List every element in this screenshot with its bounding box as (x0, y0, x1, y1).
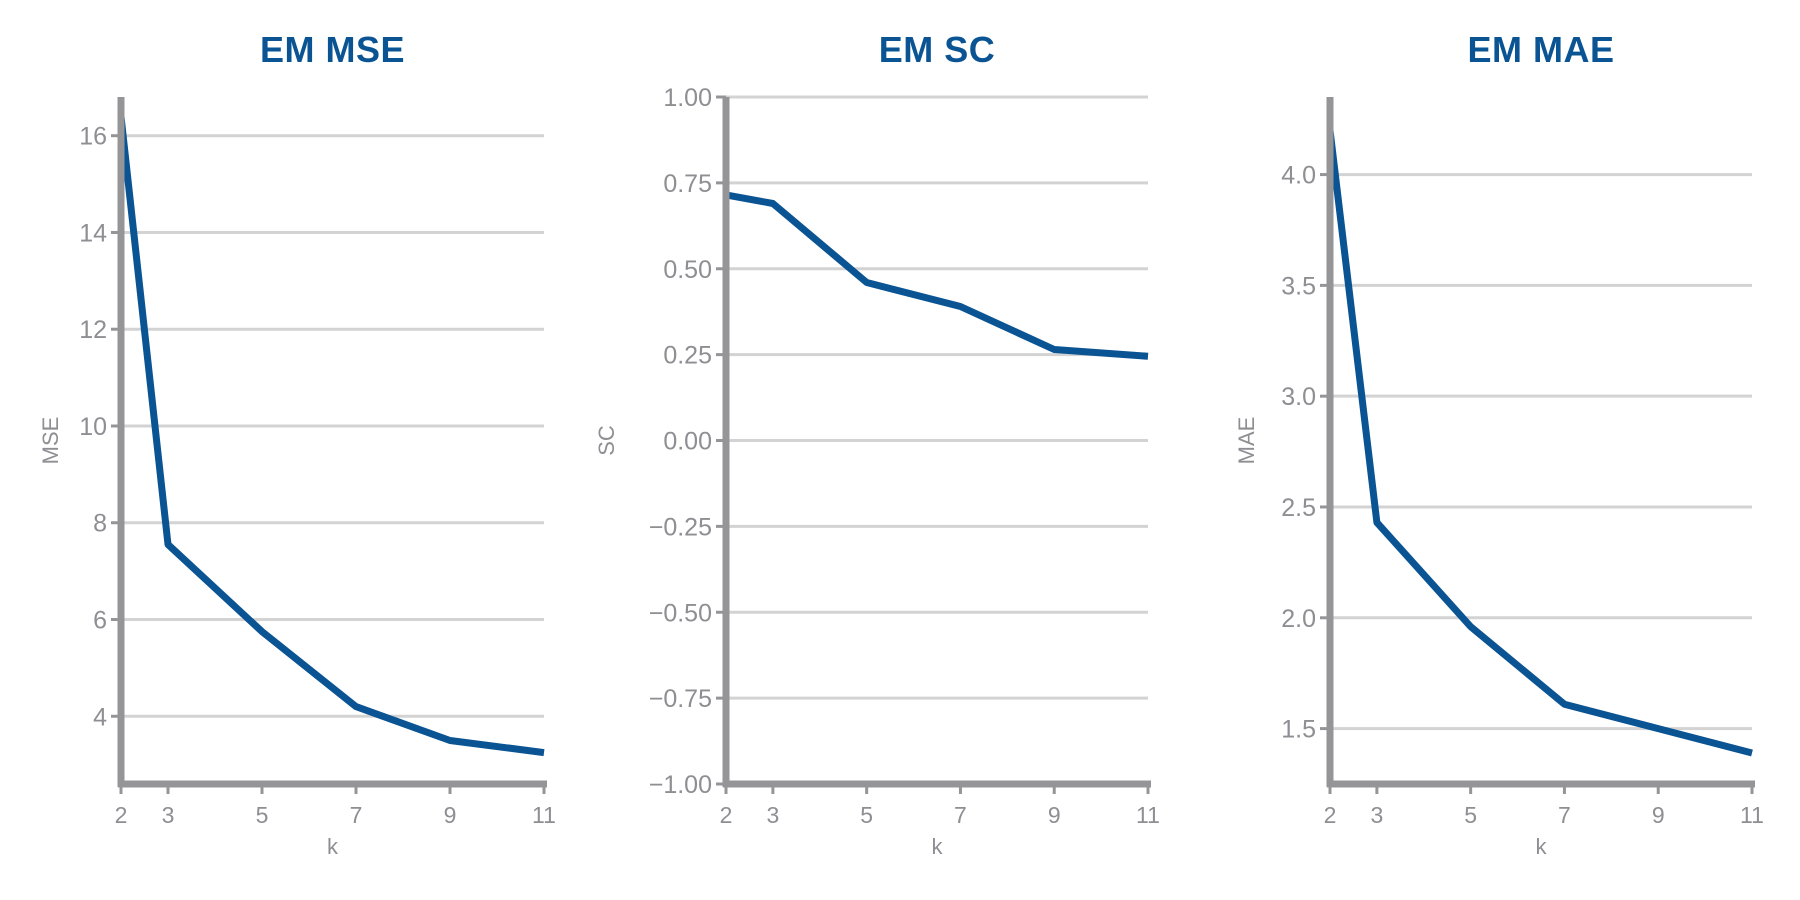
series-line-1 (117, 116, 545, 757)
series-line-1 (725, 191, 1149, 360)
chart-panel-3: 1.5 2.0 2.5 3.0 3.5 4.0 2 3 5 7 9 11 EM MAE k MAE (1234, 29, 1764, 859)
x-tick-label: 11 (532, 802, 556, 828)
x-tick-label: 9 (1652, 802, 1665, 828)
x-tick-label: 11 (1740, 802, 1764, 828)
x-tick-label: 3 (1370, 802, 1383, 828)
chart-panel-1: 4 6 8 10 12 14 16 2 3 5 7 9 11 EM MSE k MSE (38, 29, 556, 859)
y-axis-label: SC (594, 425, 619, 456)
y-tick-label: 2.5 (1281, 494, 1316, 522)
chart-title: EM SC (879, 29, 996, 70)
y-tick-label: 14 (79, 219, 107, 247)
y-tick-label: 4 (93, 703, 107, 731)
y-tick-label: 6 (93, 607, 107, 635)
x-tick-label: 9 (444, 802, 457, 828)
y-tick-label: 1.5 (1281, 716, 1316, 744)
y-tick-label: 0.75 (663, 170, 712, 198)
x-tick-label: 11 (1136, 802, 1160, 828)
chart-panel-2: −1.00 −0.75 −0.50 −0.25 0.00 0.25 0.50 0.75 1.00… (594, 29, 1160, 859)
y-tick-label: 0.25 (663, 342, 712, 370)
x-tick-label: 5 (256, 802, 269, 828)
y-tick-label: −0.25 (649, 513, 712, 541)
x-tick-label: 2 (720, 802, 733, 828)
y-tick-label: −0.75 (649, 685, 712, 713)
y-tick-label: −0.50 (649, 599, 712, 627)
series-line-1 (1326, 129, 1753, 757)
chart-title: EM MSE (260, 29, 405, 70)
y-tick-label: 0.50 (663, 256, 712, 284)
x-tick-label: 2 (115, 802, 128, 828)
y-tick-label: 16 (79, 123, 107, 151)
x-tick-label: 7 (350, 802, 363, 828)
x-tick-label: 3 (162, 802, 175, 828)
chart-panels: 4 6 8 10 12 14 16 2 3 5 7 9 11 EM MSE k MSE −1.00 −0.75 −0… (38, 29, 1764, 859)
y-tick-label: 0.00 (663, 428, 712, 456)
y-tick-label: 3.5 (1281, 272, 1316, 300)
x-tick-label: 5 (1464, 802, 1477, 828)
x-tick-label: 2 (1324, 802, 1337, 828)
x-tick-label: 5 (860, 802, 873, 828)
x-tick-label: 3 (766, 802, 779, 828)
y-tick-label: 12 (79, 316, 107, 344)
y-tick-label: −1.00 (649, 771, 712, 799)
y-tick-label: 1.00 (663, 84, 712, 112)
x-tick-label: 7 (954, 802, 967, 828)
y-tick-label: 2.0 (1281, 605, 1316, 633)
y-axis-label: MSE (38, 417, 63, 465)
y-tick-label: 10 (79, 413, 107, 441)
x-axis-label: k (1536, 834, 1548, 859)
chart-title: EM MAE (1468, 29, 1615, 70)
x-axis-label: k (327, 834, 339, 859)
x-tick-label: 9 (1048, 802, 1061, 828)
y-tick-label: 8 (93, 510, 107, 538)
y-axis-label: MAE (1234, 417, 1259, 465)
x-tick-label: 7 (1558, 802, 1571, 828)
y-tick-label: 4.0 (1281, 162, 1316, 190)
x-axis-label: k (932, 834, 944, 859)
y-tick-label: 3.0 (1281, 383, 1316, 411)
